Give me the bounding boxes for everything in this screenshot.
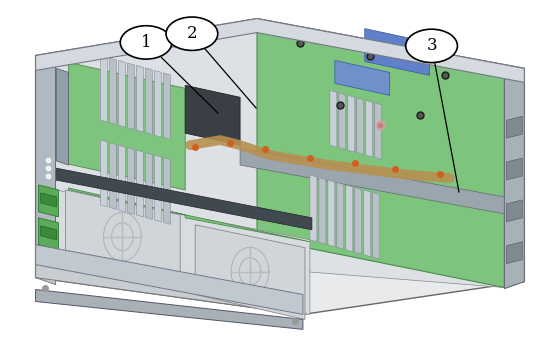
Polygon shape <box>69 188 310 242</box>
Polygon shape <box>335 60 390 95</box>
Polygon shape <box>346 185 353 252</box>
Polygon shape <box>145 68 152 135</box>
Polygon shape <box>100 140 107 207</box>
Polygon shape <box>257 18 524 82</box>
Polygon shape <box>36 18 524 314</box>
Polygon shape <box>507 158 522 180</box>
Polygon shape <box>310 175 317 242</box>
Circle shape <box>166 17 218 50</box>
Polygon shape <box>348 95 355 152</box>
Polygon shape <box>40 226 57 240</box>
Polygon shape <box>56 190 310 314</box>
Polygon shape <box>504 68 524 289</box>
Polygon shape <box>373 192 380 259</box>
Polygon shape <box>69 62 185 190</box>
Polygon shape <box>136 65 143 132</box>
Polygon shape <box>163 73 170 140</box>
Polygon shape <box>355 187 362 254</box>
Polygon shape <box>507 242 522 263</box>
Polygon shape <box>36 290 303 329</box>
Polygon shape <box>127 148 134 214</box>
Polygon shape <box>56 168 312 230</box>
Polygon shape <box>319 178 326 244</box>
Polygon shape <box>38 218 58 250</box>
Polygon shape <box>366 100 373 157</box>
Polygon shape <box>328 180 335 247</box>
Polygon shape <box>36 263 303 314</box>
Polygon shape <box>110 143 117 209</box>
Polygon shape <box>110 58 117 125</box>
Polygon shape <box>364 190 371 257</box>
Text: 1: 1 <box>141 34 151 51</box>
Polygon shape <box>36 55 56 252</box>
Polygon shape <box>507 200 522 222</box>
Polygon shape <box>185 86 240 145</box>
Polygon shape <box>154 70 161 137</box>
Polygon shape <box>337 183 344 249</box>
Polygon shape <box>118 60 125 127</box>
Polygon shape <box>40 193 57 207</box>
Polygon shape <box>154 155 161 222</box>
Polygon shape <box>257 150 504 288</box>
Polygon shape <box>100 55 107 122</box>
Polygon shape <box>257 27 504 200</box>
Polygon shape <box>36 245 303 314</box>
Polygon shape <box>504 68 524 289</box>
Polygon shape <box>127 63 134 130</box>
Circle shape <box>406 29 457 62</box>
Polygon shape <box>339 93 346 150</box>
Polygon shape <box>507 116 522 138</box>
Polygon shape <box>364 29 430 75</box>
Polygon shape <box>56 27 504 288</box>
Polygon shape <box>136 150 143 217</box>
Polygon shape <box>57 68 69 165</box>
Polygon shape <box>36 55 56 284</box>
Polygon shape <box>195 225 305 319</box>
Text: 2: 2 <box>187 25 197 42</box>
Polygon shape <box>118 145 125 212</box>
Polygon shape <box>163 157 170 224</box>
Polygon shape <box>65 190 180 284</box>
Polygon shape <box>375 103 382 159</box>
Circle shape <box>120 26 172 59</box>
Polygon shape <box>38 185 58 217</box>
Polygon shape <box>357 98 364 155</box>
Polygon shape <box>330 90 337 147</box>
Polygon shape <box>240 148 509 215</box>
Polygon shape <box>145 153 152 219</box>
Polygon shape <box>36 18 524 82</box>
Text: 3: 3 <box>426 37 437 54</box>
